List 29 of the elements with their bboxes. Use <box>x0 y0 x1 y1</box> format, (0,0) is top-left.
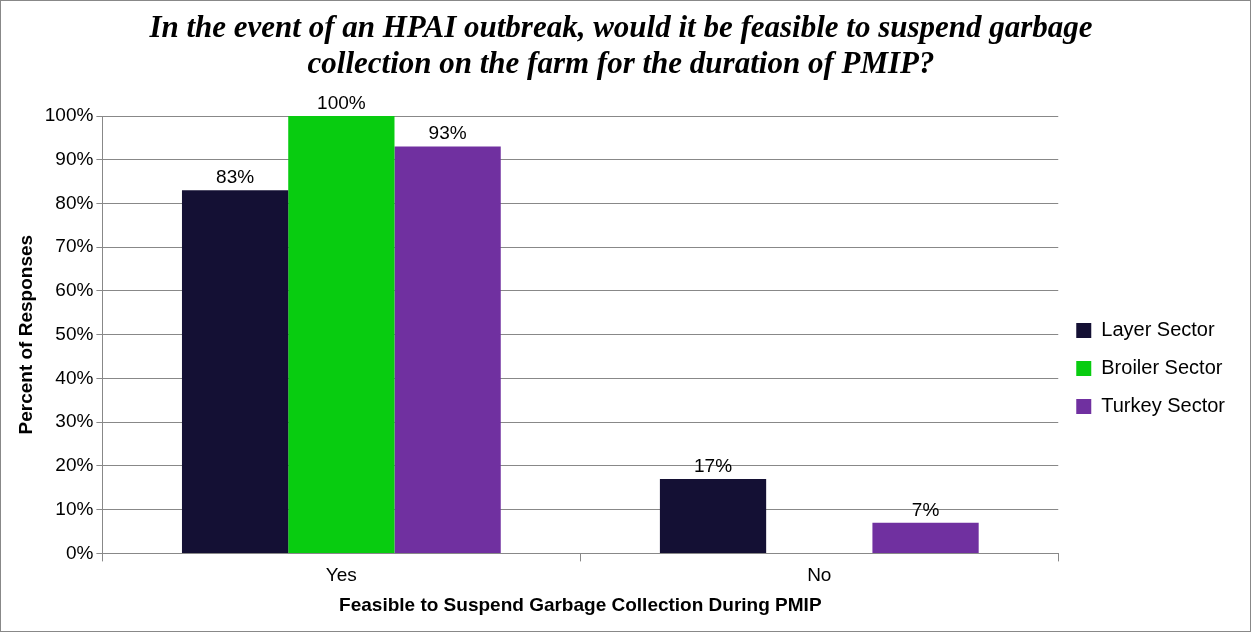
bar <box>872 522 979 553</box>
legend-label: Broiler Sector <box>1101 356 1223 379</box>
bar <box>659 479 767 553</box>
bar <box>394 146 501 553</box>
bar <box>181 190 289 553</box>
y-tick-label: 80% <box>55 191 94 213</box>
y-tick-label: 50% <box>55 322 94 344</box>
y-tick-label: 70% <box>55 235 94 257</box>
y-tick-label: 40% <box>55 366 94 388</box>
chart-title: In the event of an HPAI outbreak, would it be feasible to suspend garbage collection on the farm for the duration of PMIP? <box>148 9 1094 81</box>
bar <box>288 116 395 553</box>
y-tick-label: 30% <box>55 410 94 432</box>
x-tick-label: Yes <box>325 564 357 586</box>
legend-label: Turkey Sector <box>1101 394 1226 417</box>
y-tick-label: 100% <box>44 104 94 126</box>
y-tick-label: 0% <box>65 541 94 563</box>
data-label: 7% <box>911 498 940 520</box>
y-tick-label: 20% <box>55 454 94 476</box>
y-tick-label: 90% <box>55 147 94 169</box>
data-label: 93% <box>428 122 467 144</box>
y-tick-label: 10% <box>55 497 94 519</box>
x-axis-title: Feasible to Suspend Garbage Collection During PMIP <box>339 593 822 615</box>
data-label: 83% <box>216 166 255 188</box>
legend-label: Layer Sector <box>1101 318 1215 341</box>
y-tick-label: 60% <box>55 279 94 301</box>
data-label: 100% <box>317 91 366 113</box>
data-label: 17% <box>694 454 733 476</box>
x-tick-label: No <box>807 564 832 586</box>
y-axis-title: Percent of Responses <box>14 234 36 435</box>
